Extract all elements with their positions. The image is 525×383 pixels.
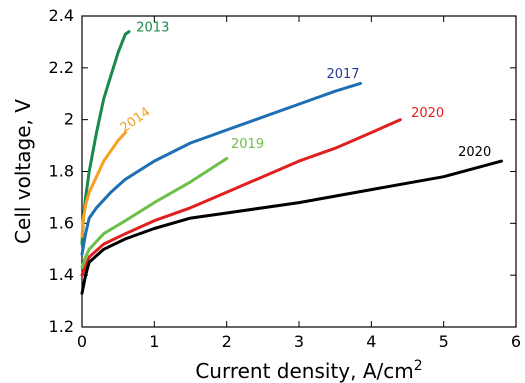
y-tick-label: 1.6 [49,213,74,232]
x-axis-title: Current density, A/cm2 [195,358,422,383]
y-tick-label: 2.4 [49,6,74,25]
y-axis-ticks: 1.2 1.4 1.6 1.8 2 2.2 2.4 [49,6,516,336]
series-line-2014-1 [80,131,127,238]
series-label-2013-0: 2013 [136,21,169,36]
y-tick-label: 1.4 [49,265,74,284]
x-tick-label: 5 [439,332,449,351]
x-tick-label: 4 [366,332,376,351]
y-tick-label: 1.2 [49,317,74,336]
series-label-2019-3: 2019 [231,137,264,152]
y-tick-label: 1.8 [49,162,74,181]
x-tick-label: 0 [77,332,87,351]
series-label-2020-4: 2020 [411,106,444,121]
x-tick-label: 1 [149,332,159,351]
series-lines [80,30,503,295]
series-line-2019-3 [80,157,229,269]
y-tick-label: 2 [64,110,74,129]
series-label-2020-5: 2020 [458,145,491,160]
x-tick-label: 2 [222,332,232,351]
series-line-2020-5 [80,159,503,295]
series-line-2020-4 [80,118,402,277]
plot-frame [81,15,517,328]
series-line-2017-2 [80,81,362,256]
x-tick-label: 6 [511,332,521,351]
y-axis-title: Cell voltage, V [11,99,35,244]
x-axis-ticks: 0 1 2 3 4 5 6 [77,16,521,351]
series-label-2017-2: 2017 [326,67,359,82]
series-labels: 2013 2014 2017 2019 2020 2020 [118,21,492,160]
x-tick-label: 3 [294,332,304,351]
y-tick-label: 2.2 [49,58,74,77]
series-label-2014-1: 2014 [118,105,154,136]
